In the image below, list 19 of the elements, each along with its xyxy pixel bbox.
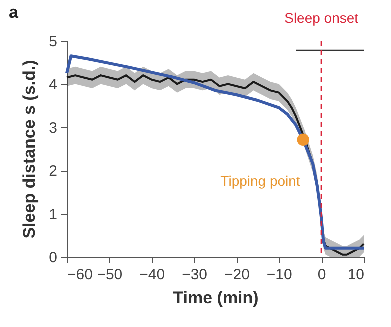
y-tick-label: 3	[49, 120, 58, 137]
text: a	[9, 3, 19, 22]
x-axis-title: Time (min)	[173, 288, 259, 308]
y-axis-title: Sleep distance s (s.d.)	[20, 60, 40, 239]
x-tick-label: −30	[182, 266, 208, 284]
y-tick-label: 4	[49, 76, 58, 94]
y-tick-label: 1	[49, 206, 58, 224]
y-tick-label: 5	[49, 34, 58, 50]
x-tick-label: −10	[266, 266, 292, 284]
x-tick-label: −20	[224, 266, 250, 284]
x-tick-label: 0	[318, 266, 326, 284]
x-tick-label: −40	[140, 266, 166, 284]
ref-line-label: Sleep onset	[284, 10, 359, 26]
y-tick-label: 2	[49, 163, 58, 180]
x-tick-label: −60	[68, 266, 93, 284]
x-tick-label: −50	[97, 266, 123, 284]
annotation: Tipping point	[220, 172, 300, 189]
y-tick-label: 0	[49, 250, 58, 266]
x-tick-label: 10	[348, 266, 364, 284]
